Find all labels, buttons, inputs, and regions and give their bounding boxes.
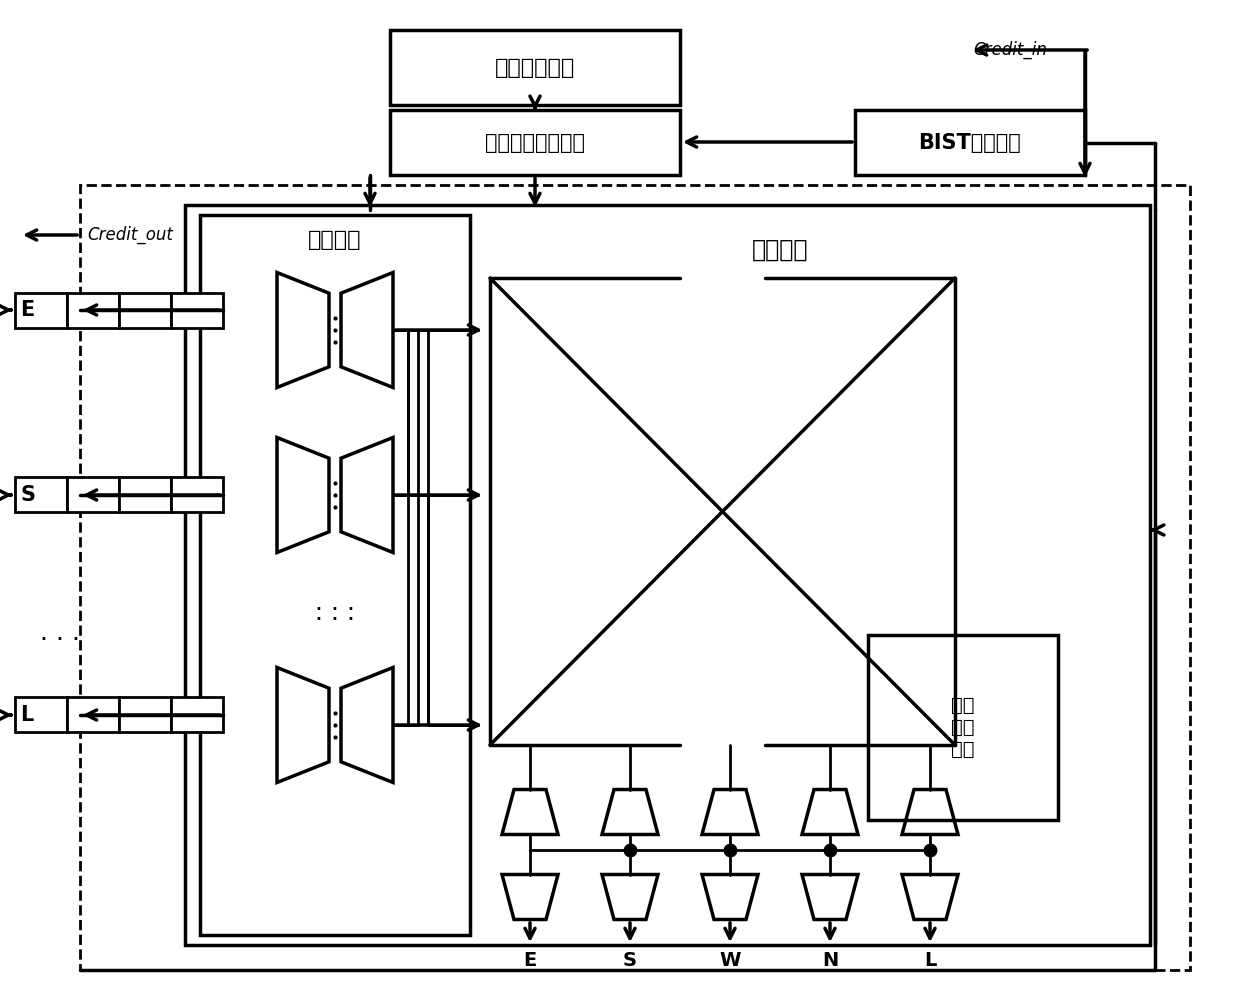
Text: L: L — [924, 950, 936, 969]
Bar — [185, 205, 1149, 945]
Bar — [67, 697, 119, 732]
Text: E: E — [20, 300, 35, 320]
Bar — [200, 215, 470, 935]
Bar — [171, 293, 223, 328]
Bar — [15, 293, 67, 328]
Text: · · ·: · · · — [40, 628, 81, 652]
Text: L: L — [20, 705, 33, 725]
Text: S: S — [20, 485, 35, 505]
Text: BIST检测单元: BIST检测单元 — [919, 133, 1022, 153]
Text: · · ·: · · · — [315, 608, 355, 632]
Bar — [119, 477, 171, 512]
Bar — [391, 110, 680, 175]
Text: 路由计算模块: 路由计算模块 — [495, 58, 575, 78]
Bar — [81, 185, 1190, 970]
Text: W: W — [719, 950, 740, 969]
Bar — [391, 30, 680, 105]
Text: 交叉开关分配模块: 交叉开关分配模块 — [485, 133, 585, 153]
Bar — [119, 293, 171, 328]
Text: 额外
控制
单元: 额外 控制 单元 — [951, 695, 975, 759]
Bar — [171, 477, 223, 512]
Bar — [171, 697, 223, 732]
Text: · · ·: · · · — [315, 598, 355, 622]
Bar — [67, 293, 119, 328]
Text: 交叉开关: 交叉开关 — [751, 238, 808, 262]
Bar — [119, 697, 171, 732]
Bar — [15, 477, 67, 512]
Bar — [856, 110, 1085, 175]
Text: N: N — [822, 950, 838, 969]
Text: S: S — [622, 950, 637, 969]
Text: 容错单元: 容错单元 — [309, 230, 362, 250]
Bar — [15, 697, 67, 732]
Text: E: E — [523, 950, 537, 969]
Text: Credit_in: Credit_in — [973, 41, 1047, 60]
Bar — [67, 477, 119, 512]
Text: Credit_out: Credit_out — [87, 225, 172, 244]
Bar — [868, 635, 1058, 820]
